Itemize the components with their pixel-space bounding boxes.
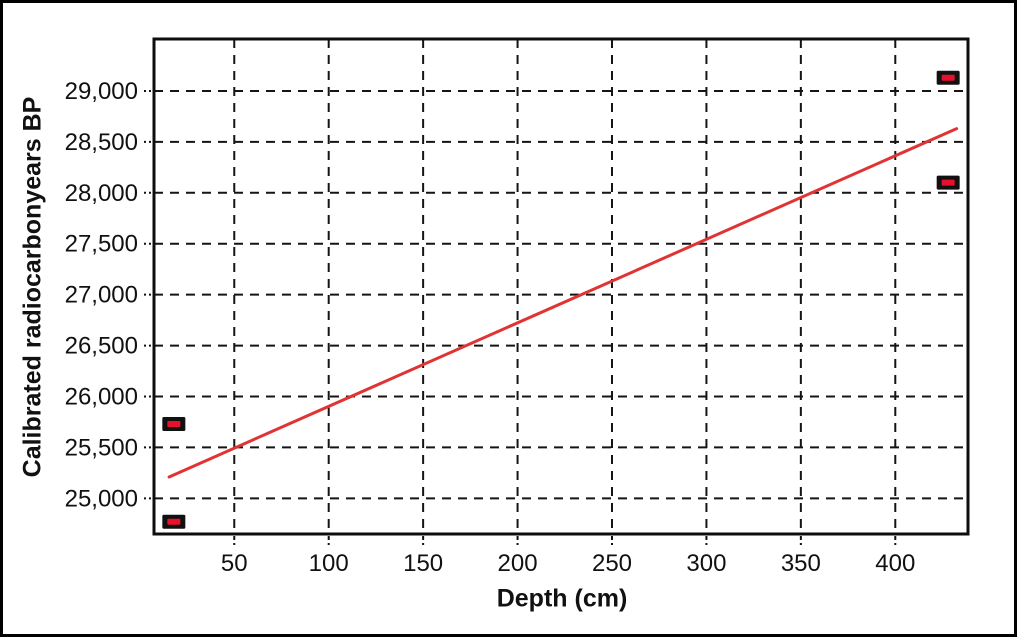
plot-border — [152, 37, 970, 536]
y-tick-label: 29,000 — [65, 78, 138, 105]
y-tick-label: 25,000 — [65, 485, 138, 512]
data-point-marker — [941, 74, 955, 81]
y-tick-label: 25,500 — [65, 434, 138, 461]
x-axis-title: Depth (cm) — [496, 584, 628, 613]
trend-line — [167, 127, 959, 479]
y-tick-label: 26,500 — [65, 333, 138, 360]
x-tick-label: 100 — [309, 550, 349, 577]
y-axis-title: Calibrated radiocarbonyears BP — [18, 96, 47, 478]
y-tick-label: 27,500 — [65, 231, 138, 258]
y-tick-label: 26,000 — [65, 384, 138, 411]
x-tick-label: 250 — [592, 550, 632, 577]
chart-canvas: 50 100 150 200 250 300 350 400 25,000 25,500 26,00… — [65, 37, 970, 577]
data-point-marker — [167, 518, 181, 525]
x-tick-label: 150 — [403, 550, 443, 577]
x-tick-label: 50 — [221, 550, 248, 577]
data-point-marker — [167, 421, 181, 427]
x-tick-label: 350 — [781, 550, 821, 577]
data-point-marker — [941, 179, 955, 186]
x-tick-label: 200 — [498, 550, 538, 577]
y-tick-label: 28,000 — [65, 180, 138, 207]
y-tick-label: 27,000 — [65, 282, 138, 309]
x-tick-label: 400 — [875, 550, 915, 577]
y-tick-label: 28,500 — [65, 129, 138, 156]
x-tick-label: 300 — [686, 550, 726, 577]
